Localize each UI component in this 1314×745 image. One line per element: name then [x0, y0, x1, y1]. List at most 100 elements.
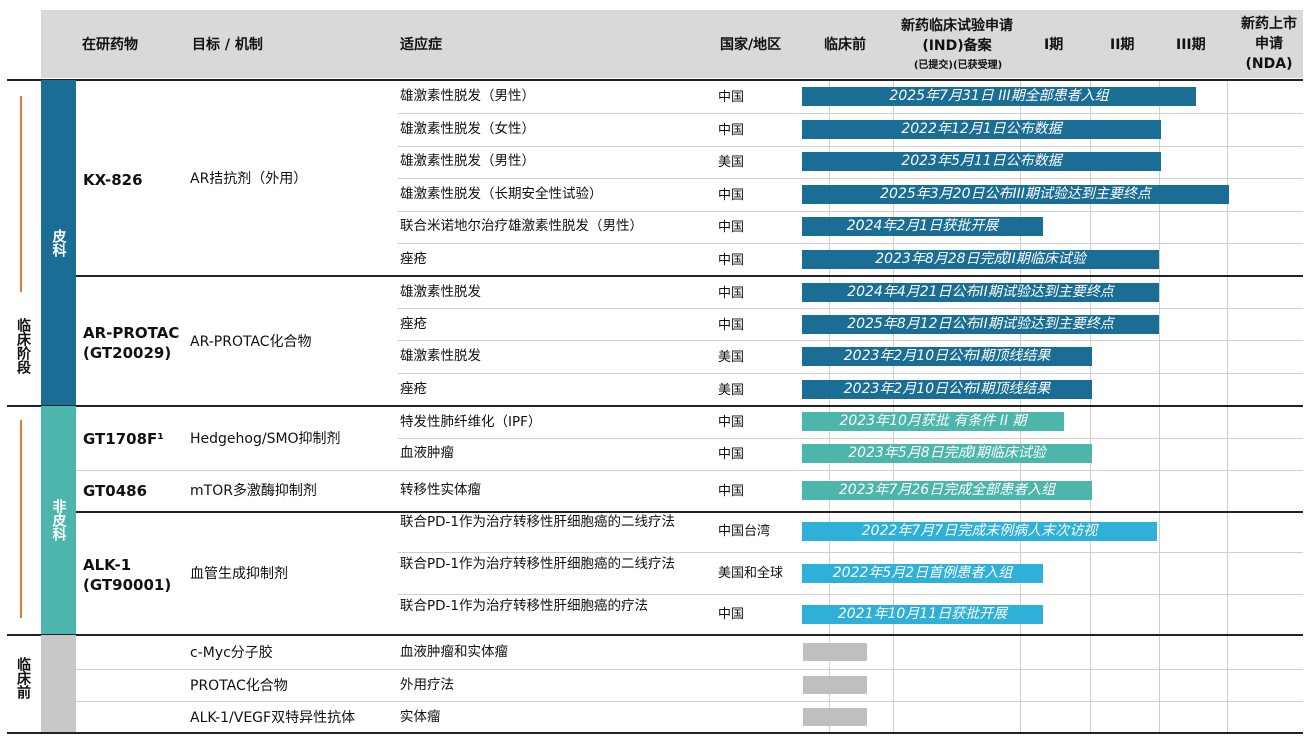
indication: 雄激素性脱发 [400, 284, 481, 300]
preclinical-bar [803, 643, 867, 661]
progress-bar: 2023年8月28日完成II期临床试验 [802, 250, 1159, 269]
row-divider [76, 470, 1303, 471]
progress-bar: 2023年2月10日公布I期顶线结果 [802, 347, 1092, 366]
col-header-phase1: I期 [1044, 37, 1064, 53]
progress-bar: 2023年2月10日公布I期顶线结果 [802, 380, 1092, 399]
mech-gt1708f: Hedgehog/SMO抑制剂 [190, 431, 341, 447]
row-divider [398, 340, 1303, 341]
preclinical-indication: 血液肿瘤和实体瘤 [400, 644, 508, 660]
col-header-phase3: III期 [1176, 37, 1206, 53]
row-divider [398, 178, 1303, 179]
preclinical-mech: ALK-1/VEGF双特异性抗体 [190, 710, 356, 726]
preclinical-indication: 外用疗法 [400, 677, 454, 693]
group-divider [7, 634, 1303, 636]
country: 中国 [718, 415, 745, 430]
country: 中国 [718, 123, 745, 138]
row-divider [398, 438, 1303, 439]
category-nonderm: 非皮科 [41, 406, 76, 634]
preclinical-mech: c-Myc分子胶 [190, 645, 273, 661]
indication: 痤疮 [400, 316, 427, 332]
indication: 雄激素性脱发（男性） [400, 153, 535, 169]
col-header-phase2: II期 [1110, 37, 1135, 53]
col-header-preclinical: 临床前 [824, 37, 866, 53]
progress-bar: 2025年3月20日公布III期试验达到主要终点 [802, 185, 1229, 204]
side-label-clinical: 临床阶段 [15, 318, 31, 374]
col-header-ind-sub: (已提交)(已获受理) [913, 60, 1003, 71]
indication: 联合PD-1作为治疗转移性肝细胞癌的二线疗法 [400, 556, 675, 572]
mech-gt0486: mTOR多激酶抑制剂 [190, 483, 317, 499]
preclinical-bar [803, 676, 867, 694]
group-divider [76, 511, 1303, 513]
progress-bar: 2022年12月1日公布数据 [802, 120, 1161, 139]
country: 美国 [718, 383, 745, 398]
country: 中国 [718, 286, 745, 301]
group-divider [7, 405, 1303, 407]
drug-kx826: KX-826 [83, 171, 143, 189]
country: 美国和全球 [718, 566, 784, 581]
side-rule [20, 96, 22, 292]
progress-bar: 2024年4月21日公布II期试验达到主要终点 [802, 283, 1159, 302]
row-divider [398, 373, 1303, 374]
indication: 雄激素性脱发 [400, 348, 481, 364]
table-header [41, 10, 1303, 78]
row-divider [398, 308, 1303, 309]
progress-bar: 2023年10月获批 有条件 II 期 [802, 412, 1064, 431]
indication: 联合米诺地尔治疗雄激素性脱发（男性） [400, 218, 643, 234]
indication: 特发性肺纤维化（IPF） [400, 414, 542, 430]
country: 中国 [718, 318, 745, 333]
indication: 血液肿瘤 [400, 445, 454, 461]
drug-gt0486: GT0486 [83, 482, 148, 500]
progress-bar: 2025年8月12日公布II期试验达到主要终点 [802, 315, 1159, 334]
mech-ar-protac: AR-PROTAC化合物 [190, 334, 312, 350]
drug-gt1708f: GT1708F¹ [83, 430, 164, 448]
country: 中国 [718, 253, 745, 268]
indication: 联合PD-1作为治疗转移性肝细胞癌的二线疗法 [400, 514, 675, 530]
indication: 雄激素性脱发（男性） [400, 88, 535, 104]
col-header-indication: 适应症 [400, 37, 442, 53]
progress-bar: 2023年7月26日完成全部患者入组 [802, 481, 1092, 500]
indication: 雄激素性脱发（女性） [400, 121, 535, 137]
indication: 痤疮 [400, 251, 427, 267]
progress-bar: 2024年2月1日获批开展 [802, 217, 1043, 236]
drug-ar-protac: AR-PROTAC (GT20029) [83, 324, 180, 362]
country: 中国台湾 [718, 524, 771, 539]
indication: 痤疮 [400, 381, 427, 397]
mech-kx826: AR拮抗剂（外用） [190, 171, 308, 187]
group-divider [76, 275, 1303, 277]
progress-bar: 2025年7月31日 III期全部患者入组 [802, 87, 1196, 106]
group-divider [7, 732, 1303, 734]
col-header-nda: 新药上市申请(NDA) [1241, 16, 1297, 72]
col-header-ind: 新药临床试验申请(IND)备案 [901, 18, 1013, 54]
progress-bar: 2023年5月11日公布数据 [802, 152, 1161, 171]
country: 中国 [718, 607, 745, 622]
category-derm: 皮科 [41, 80, 76, 405]
col-header-country: 国家/地区 [720, 37, 782, 53]
country: 美国 [718, 155, 745, 170]
row-divider [398, 113, 1303, 114]
mech-alk1: 血管生成抑制剂 [190, 566, 288, 582]
country: 中国 [718, 447, 745, 462]
row-divider [398, 146, 1303, 147]
country: 中国 [718, 90, 745, 105]
indication: 转移性实体瘤 [400, 482, 481, 498]
row-divider [398, 594, 1303, 595]
preclinical-bar [803, 708, 867, 726]
indication: 雄激素性脱发（长期安全性试验） [400, 186, 603, 202]
indication: 联合PD-1作为治疗转移性肝细胞癌的疗法 [400, 598, 648, 614]
country: 中国 [718, 484, 745, 499]
group-divider [7, 79, 1303, 81]
progress-bar: 2022年7月7日完成末例病人末次访视 [802, 522, 1157, 541]
progress-bar: 2023年5月8日完成I期临床试验 [802, 444, 1092, 463]
side-rule [20, 420, 22, 618]
country: 美国 [718, 350, 745, 365]
col-header-target: 目标 / 机制 [192, 37, 263, 53]
progress-bar: 2021年10月11日获批开展 [802, 605, 1043, 624]
col-header-drug: 在研药物 [82, 37, 138, 53]
progress-bar: 2022年5月2日首例患者入组 [802, 564, 1043, 583]
row-divider [398, 243, 1303, 244]
side-label-preclinical: 临床前 [15, 657, 31, 699]
row-divider [398, 211, 1303, 212]
country: 中国 [718, 220, 745, 235]
preclinical-indication: 实体瘤 [400, 709, 441, 725]
preclinical-mech: PROTAC化合物 [190, 678, 288, 694]
